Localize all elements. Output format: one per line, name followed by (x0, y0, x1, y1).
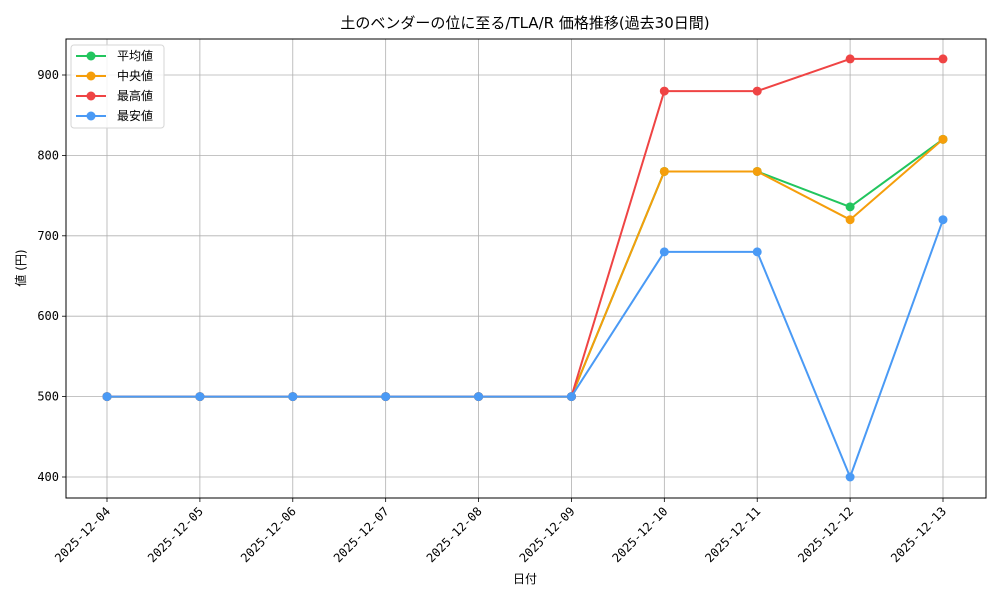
data-point-marker[interactable] (845, 54, 855, 64)
y-tick-label: 600 (37, 309, 59, 323)
x-tick-label: 2025-12-04 (52, 504, 113, 565)
data-point-marker[interactable] (845, 215, 855, 225)
y-tick-label: 800 (37, 148, 59, 162)
data-point-marker[interactable] (938, 134, 948, 144)
y-tick-label: 900 (37, 68, 59, 82)
x-tick-label: 2025-12-11 (702, 504, 763, 565)
x-tick-label: 2025-12-07 (331, 504, 392, 565)
legend-label: 最高値 (117, 88, 153, 103)
x-tick-label: 2025-12-10 (609, 504, 670, 565)
y-tick-label: 700 (37, 229, 59, 243)
legend-item[interactable]: 中央値 (76, 68, 153, 83)
x-tick-label: 2025-12-12 (795, 504, 856, 565)
legend-marker-icon (86, 111, 96, 121)
data-point-marker[interactable] (288, 392, 298, 402)
data-point-marker[interactable] (566, 392, 576, 402)
x-tick-label: 2025-12-13 (888, 504, 949, 565)
legend-label: 平均値 (117, 48, 153, 63)
legend-box (70, 44, 165, 129)
legend-label: 中央値 (117, 68, 153, 83)
data-point-marker[interactable] (474, 392, 484, 402)
x-tick-label: 2025-12-06 (238, 504, 299, 565)
data-point-marker[interactable] (752, 86, 762, 96)
y-axis-label: 値 (円) (13, 249, 28, 286)
x-axis-label: 日付 (513, 572, 537, 586)
series-3 (102, 215, 948, 482)
legend-item[interactable]: 最安値 (76, 108, 153, 123)
legend-marker-icon (86, 51, 96, 61)
data-point-marker[interactable] (938, 54, 948, 64)
data-point-marker[interactable] (845, 472, 855, 482)
legend-marker-icon (86, 91, 96, 101)
data-point-marker[interactable] (938, 215, 948, 225)
data-point-marker[interactable] (381, 392, 391, 402)
legend-marker-icon (86, 71, 96, 81)
chart-title: 土のベンダーの位に至る/TLA/R 価格推移(過去30日間) (340, 14, 709, 32)
x-tick-label: 2025-12-08 (424, 504, 485, 565)
data-series (102, 54, 948, 482)
legend-item[interactable]: 平均値 (76, 48, 153, 63)
series-line (107, 138, 944, 398)
series-2 (102, 54, 948, 402)
data-point-marker[interactable] (659, 166, 669, 176)
data-point-marker[interactable] (195, 392, 205, 402)
data-point-marker[interactable] (659, 247, 669, 257)
data-point-marker[interactable] (659, 86, 669, 96)
data-point-marker[interactable] (845, 202, 855, 212)
grid-lines (66, 39, 986, 498)
x-tick-label: 2025-12-05 (145, 504, 206, 565)
plot-area-frame (65, 38, 987, 499)
data-point-marker[interactable] (102, 392, 112, 402)
legend-item[interactable]: 最高値 (76, 88, 153, 103)
x-tick-label: 2025-12-09 (517, 504, 578, 565)
x-axis: 2025-12-04 2025-12-05 2025-12-06 2025-12-07… (52, 498, 949, 565)
data-point-marker[interactable] (752, 247, 762, 257)
series-line (107, 138, 944, 398)
y-axis: 400 500 600 700 800 900 (37, 68, 66, 484)
y-tick-label: 400 (37, 470, 59, 484)
y-tick-label: 500 (37, 390, 59, 404)
series-1 (102, 134, 948, 402)
series-0 (102, 134, 948, 402)
data-point-marker[interactable] (752, 166, 762, 176)
series-line (107, 57, 943, 398)
legend-label: 最安値 (117, 108, 153, 123)
series-line (107, 219, 944, 478)
